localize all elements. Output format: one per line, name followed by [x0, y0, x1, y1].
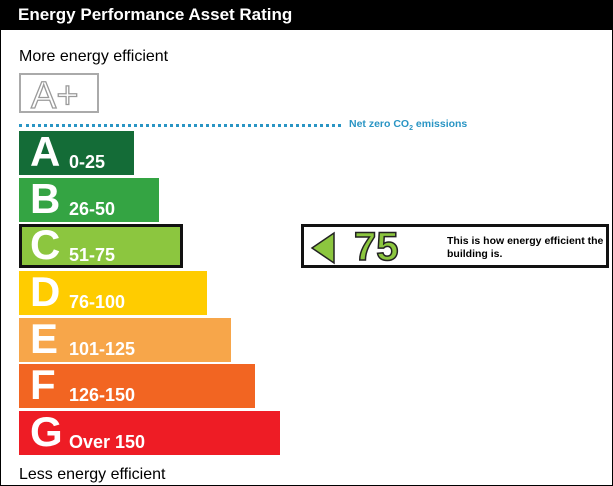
pointer-arrow-icon: [310, 231, 335, 265]
less-efficient-label: Less energy efficient: [19, 466, 166, 483]
current-rating-indicator: 75 This is how energy efficient the buil…: [301, 224, 609, 270]
band-d: D 76-100: [19, 268, 207, 315]
band-range: 0-25: [69, 152, 106, 172]
band-letter: G: [30, 408, 63, 455]
net-zero-label: Net zero CO2 emissions: [349, 118, 468, 133]
band-b: B 26-50: [19, 175, 159, 222]
band-letter: E: [30, 315, 59, 362]
band-range: 101-125: [69, 339, 136, 359]
rating-score: 75: [353, 224, 399, 270]
band-range: Over 150: [69, 432, 146, 452]
band-range: 26-50: [69, 199, 116, 219]
page-title: Energy Performance Asset Rating: [0, 0, 613, 30]
band-c: C 51-75: [19, 221, 183, 268]
band-e: E 101-125: [19, 315, 231, 362]
band-letter: A: [30, 128, 61, 175]
band-letter: F: [30, 361, 56, 408]
aplus-band: A+: [19, 73, 99, 113]
band-letter: D: [30, 268, 61, 315]
more-efficient-label: More energy efficient: [19, 48, 169, 65]
band-letter: B: [30, 175, 61, 222]
rating-description: This is how energy efficient the buildin…: [447, 235, 604, 260]
band-f: F 126-150: [19, 361, 255, 408]
band-range: 76-100: [69, 292, 126, 312]
band-range: 51-75: [69, 245, 116, 265]
band-g: G Over 150: [19, 408, 280, 455]
band-range: 126-150: [69, 385, 136, 405]
band-letter: C: [30, 221, 61, 268]
aplus-label: A+: [31, 75, 79, 111]
net-zero-line: [19, 124, 341, 127]
band-a: A 0-25: [19, 128, 134, 175]
